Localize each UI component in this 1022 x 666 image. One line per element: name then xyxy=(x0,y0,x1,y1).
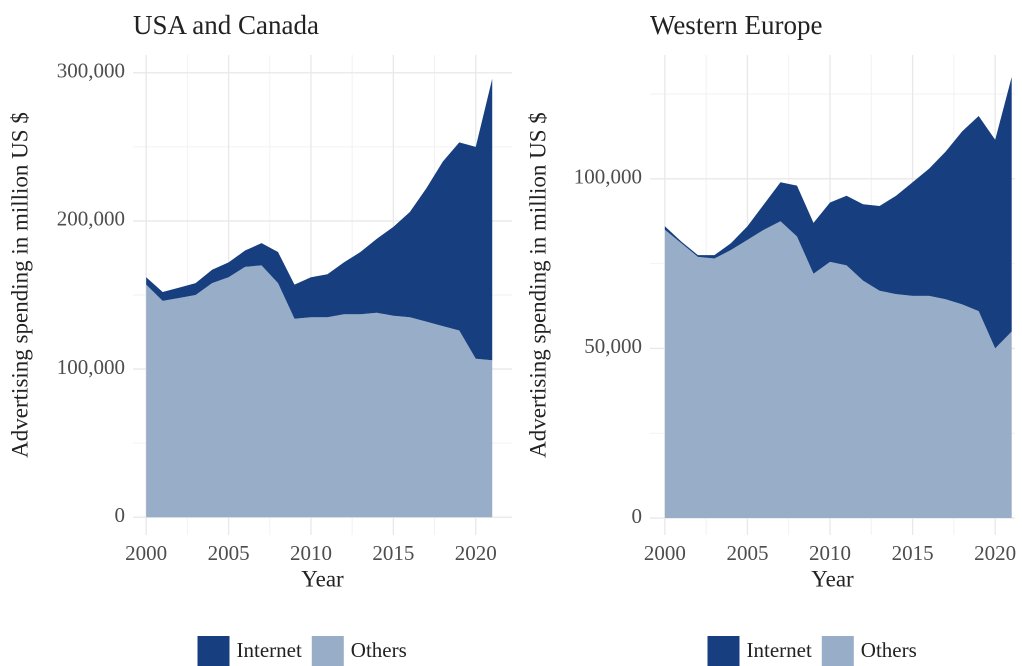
area-internet xyxy=(146,78,493,361)
legend-label: Others xyxy=(351,638,407,662)
chart-title: Western Europe xyxy=(650,10,823,40)
x-tick-label: 2005 xyxy=(726,541,768,565)
x-tick-label: 2015 xyxy=(372,541,414,565)
x-tick-label: 2010 xyxy=(809,541,851,565)
x-tick-label: 2000 xyxy=(644,541,686,565)
legend-label: Internet xyxy=(237,638,302,662)
x-axis-title: Year xyxy=(811,566,854,591)
legend-label: Others xyxy=(861,638,917,662)
y-tick-label: 200,000 xyxy=(57,207,125,231)
legend-swatch xyxy=(707,636,740,666)
legend-swatch xyxy=(821,636,854,666)
y-tick-label: 0 xyxy=(115,503,126,527)
legend-label: Internet xyxy=(747,638,812,662)
x-tick-label: 2020 xyxy=(974,541,1016,565)
x-axis-title: Year xyxy=(301,566,344,591)
legend-swatch xyxy=(197,636,230,666)
y-tick-label: 100,000 xyxy=(574,165,642,189)
chart-title: USA and Canada xyxy=(133,10,319,40)
x-tick-label: 2010 xyxy=(290,541,332,565)
y-tick-label: 100,000 xyxy=(57,355,125,379)
area-internet xyxy=(664,77,1012,349)
x-tick-label: 2020 xyxy=(455,541,497,565)
y-tick-label: 50,000 xyxy=(584,334,642,358)
y-tick-label: 0 xyxy=(632,504,643,528)
y-axis-title: Advertising spending in million US $ xyxy=(525,112,550,458)
x-tick-label: 2015 xyxy=(892,541,934,565)
legend-swatch xyxy=(311,636,344,666)
y-axis-title: Advertising spending in million US $ xyxy=(7,112,32,458)
area-others xyxy=(146,265,493,518)
area-others xyxy=(664,221,1012,519)
x-tick-label: 2005 xyxy=(208,541,250,565)
y-tick-label: 300,000 xyxy=(57,59,125,83)
x-tick-label: 2000 xyxy=(125,541,167,565)
